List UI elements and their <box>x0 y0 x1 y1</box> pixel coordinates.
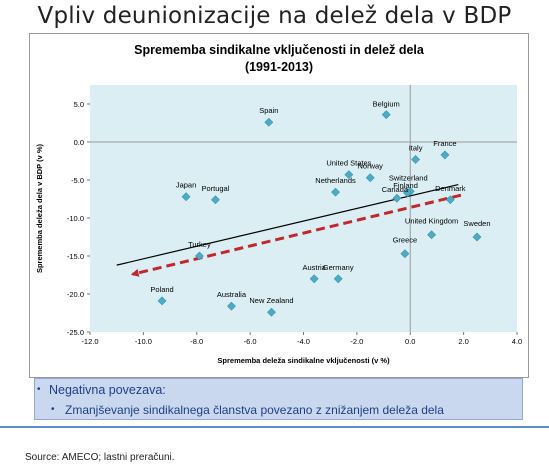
bullet-item-2: • Zmanjševanje sindikalnega članstva pov… <box>51 403 444 417</box>
data-point <box>365 173 375 183</box>
point-label: Denmark <box>435 184 466 193</box>
source-note: Source: AMECO; lastni preračuni. <box>25 452 175 463</box>
bullet-dot: • <box>51 404 55 415</box>
bullet-text-2: Zmanjševanje sindikalnega članstva povez… <box>65 403 444 417</box>
data-point <box>472 232 482 242</box>
x-tick-label: 0.0 <box>405 337 415 346</box>
x-tick-label: -4.0 <box>297 337 310 346</box>
x-tick-label: -2.0 <box>350 337 363 346</box>
x-tick-label: -12.0 <box>81 337 98 346</box>
bullet-dot: • <box>37 384 41 395</box>
y-tick-label: 0.0 <box>74 138 84 147</box>
data-point <box>445 195 455 205</box>
divider-rule <box>0 426 549 428</box>
data-point <box>194 251 204 261</box>
x-tick-label: 4.0 <box>512 337 522 346</box>
y-axis-label: Sprememba deleža dela v BDP (v %) <box>35 143 44 273</box>
y-tick-label: -20.0 <box>67 290 84 299</box>
bullet-item-1: • Negativna povezava: <box>37 383 166 397</box>
point-label: Poland <box>150 285 173 294</box>
data-point <box>157 296 167 306</box>
x-axis-label: Sprememba deleža sindikalne vključenosti… <box>217 356 390 365</box>
point-label: Norway <box>358 162 384 171</box>
bullet-box: • Negativna povezava: • Zmanjševanje sin… <box>34 378 523 420</box>
y-tick-label: -5.0 <box>71 176 84 185</box>
data-point <box>392 193 402 203</box>
y-tick-label: -10.0 <box>67 214 84 223</box>
point-label: Netherlands <box>315 176 356 185</box>
data-point <box>344 170 354 180</box>
point-label: Italy <box>409 143 423 152</box>
data-point <box>181 192 191 202</box>
x-tick-label: -8.0 <box>190 337 203 346</box>
point-label: United States <box>326 159 371 168</box>
point-label: Portugal <box>201 184 229 193</box>
point-label: Belgium <box>373 100 400 109</box>
y-tick-label: -25.0 <box>67 328 84 337</box>
data-point <box>403 188 413 198</box>
point-label: Spain <box>259 106 278 115</box>
x-tick-label: -6.0 <box>244 337 257 346</box>
data-point <box>333 274 343 284</box>
trend-line <box>116 183 459 266</box>
x-tick-label: 2.0 <box>458 337 468 346</box>
point-label: United Kingdom <box>405 217 458 226</box>
data-point <box>331 187 340 197</box>
point-label: Japan <box>176 181 196 190</box>
point-label: Switzerland <box>389 173 428 182</box>
data-point <box>427 230 437 240</box>
point-label: Turkey <box>188 240 211 249</box>
data-point <box>264 117 274 127</box>
point-label: New Zealand <box>249 296 293 305</box>
point-label: Austria <box>303 263 327 272</box>
point-label: Greece <box>393 236 418 245</box>
slide-title: Vpliv deunionizacije na delež dela v BDP <box>37 3 512 29</box>
data-point <box>381 110 391 120</box>
point-label: Finland <box>393 181 418 190</box>
point-label: France <box>433 139 456 148</box>
point-label: Sweden <box>463 219 490 228</box>
data-point <box>227 301 236 311</box>
y-tick-label: -15.0 <box>67 252 84 261</box>
trend-arrow <box>130 193 462 277</box>
point-label: Germany <box>323 263 354 272</box>
bullet-text-1: Negativna povezava: <box>49 383 166 397</box>
data-point <box>400 249 410 259</box>
point-label: Australia <box>217 290 247 299</box>
data-point <box>440 150 450 160</box>
scatter-chart: Sprememba sindikalne vključenosti in del… <box>35 43 522 365</box>
chart-subtitle: (1991-2013) <box>245 60 313 74</box>
data-point <box>211 195 220 205</box>
chart-frame: Sprememba sindikalne vključenosti in del… <box>29 33 529 378</box>
x-tick-label: -10.0 <box>135 337 152 346</box>
data-point <box>267 307 276 317</box>
data-point <box>309 274 319 284</box>
data-point <box>411 155 421 164</box>
chart-title: Sprememba sindikalne vključenosti in del… <box>134 43 425 57</box>
y-tick-label: 5.0 <box>74 100 84 109</box>
plot-area <box>90 85 517 332</box>
point-label: Canada <box>382 185 409 194</box>
